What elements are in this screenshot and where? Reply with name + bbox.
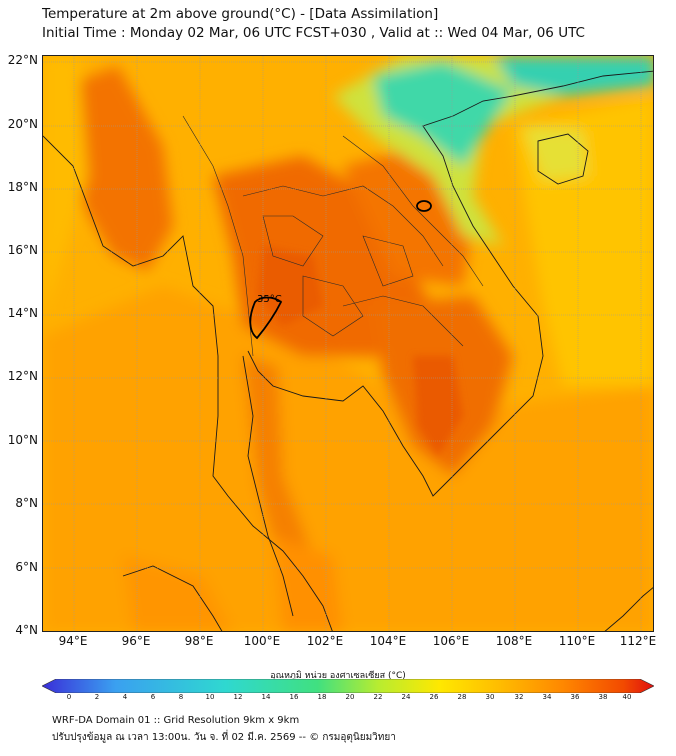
colorbar-tick: 0: [66, 693, 72, 701]
colorbar-title: อุณหภูมิ หน่วย องศาเซลเซียส (°C): [270, 671, 406, 681]
gulf-of-tonkin-cold: [373, 61, 513, 166]
bay-of-bengal-mild: [43, 56, 88, 316]
hainan-mild: [523, 126, 588, 181]
peninsula-west-coast: [242, 355, 294, 617]
coastlines: [43, 70, 653, 631]
mainland-coastline: [43, 135, 333, 631]
cambodia-hot-core: [413, 356, 463, 456]
colorbar-tick: 22: [373, 693, 383, 701]
thailand-hot-core: [258, 246, 323, 326]
peninsula-hot-streak: [243, 356, 313, 576]
lat-label-8n: 8°N: [15, 496, 38, 510]
laos-vietnam-border: [342, 135, 484, 287]
temperature-map[interactable]: 35°C: [42, 55, 654, 632]
colorbar-tick: 40: [622, 693, 632, 701]
lat-label-4n: 4°N: [15, 623, 38, 637]
colorbar-tick: 26: [429, 693, 439, 701]
gridlines: [43, 56, 653, 631]
country-borders: [182, 115, 484, 357]
lat-label-20n: 20°N: [7, 117, 38, 131]
colorbar: [42, 679, 654, 693]
chart-subtitle: Initial Time : Monday 02 Mar, 06 UTC FCS…: [42, 25, 585, 41]
sea-warm-band: [43, 286, 653, 631]
lon-label-110e: 110°E: [558, 634, 596, 648]
sumatra-coastline: [122, 565, 223, 631]
colorbar-tick: 34: [542, 693, 552, 701]
lon-label-106e: 106°E: [432, 634, 470, 648]
colorbar-tick: 18: [317, 693, 327, 701]
lon-label-98e: 98°E: [184, 634, 214, 648]
footer-domain-info: WRF-DA Domain 01 :: Grid Resolution 9km …: [52, 715, 300, 726]
footer-update-info: ปรับปรุงข้อมูล ณ เวลา 13:00น. วัน จ. ที่…: [52, 732, 396, 743]
isotherm-label: 35°C: [257, 294, 282, 305]
isotherm-35c: [249, 200, 432, 340]
colorbar-gradient: [42, 679, 654, 693]
lon-label-108e: 108°E: [495, 634, 533, 648]
colorbar-tick: 20: [345, 693, 355, 701]
province-lines-2: [302, 275, 364, 337]
colorbar-tick: 30: [485, 693, 495, 701]
colorbar-tick: 4: [122, 693, 128, 701]
lon-label-112e: 112°E: [619, 634, 657, 648]
thailand-cambodia-border: [342, 295, 464, 347]
colorbar-tick: 32: [514, 693, 524, 701]
colorbar-tick: 6: [150, 693, 156, 701]
borneo-coastline: [604, 587, 653, 631]
colorbar-tick: 38: [598, 693, 608, 701]
province-lines-1: [262, 215, 324, 267]
lat-label-16n: 16°N: [7, 243, 38, 257]
lat-label-14n: 14°N: [7, 306, 38, 320]
lat-label-18n: 18°N: [7, 180, 38, 194]
lat-label-22n: 22°N: [7, 53, 38, 67]
lat-label-12n: 12°N: [7, 369, 38, 383]
lon-label-104e: 104°E: [369, 634, 407, 648]
colorbar-tick: 36: [570, 693, 580, 701]
colorbar-tick: 16: [289, 693, 299, 701]
map-canvas: 35°C: [43, 56, 653, 631]
lat-label-10n: 10°N: [7, 433, 38, 447]
gulf-of-thailand-coastline: [247, 70, 653, 497]
province-lines-3: [362, 235, 414, 287]
colorbar-tick: 10: [205, 693, 215, 701]
isotherm-contour-laos: [416, 200, 432, 212]
guangdong-cold: [493, 56, 653, 96]
isotherm-contour-central: [249, 296, 283, 340]
colorbar-tick: 2: [94, 693, 100, 701]
chart-title: Temperature at 2m above ground(°C) - [Da…: [42, 6, 439, 22]
colorbar-tick: 8: [178, 693, 184, 701]
myanmar-thailand-border: [182, 115, 254, 357]
colorbar-tick: 24: [401, 693, 411, 701]
colorbar-tick: 12: [233, 693, 243, 701]
thailand-laos-border: [242, 185, 444, 267]
sumatra-warm: [123, 556, 232, 631]
myanmar-hot-area: [63, 66, 173, 271]
lon-label-102e: 102°E: [306, 634, 344, 648]
hainan-coastline: [537, 133, 589, 185]
colorbar-tick: 14: [261, 693, 271, 701]
lon-label-96e: 96°E: [121, 634, 151, 648]
lat-label-6n: 6°N: [15, 560, 38, 574]
lon-label-100e: 100°E: [243, 634, 281, 648]
colorbar-tick: 28: [457, 693, 467, 701]
lon-label-94e: 94°E: [58, 634, 88, 648]
